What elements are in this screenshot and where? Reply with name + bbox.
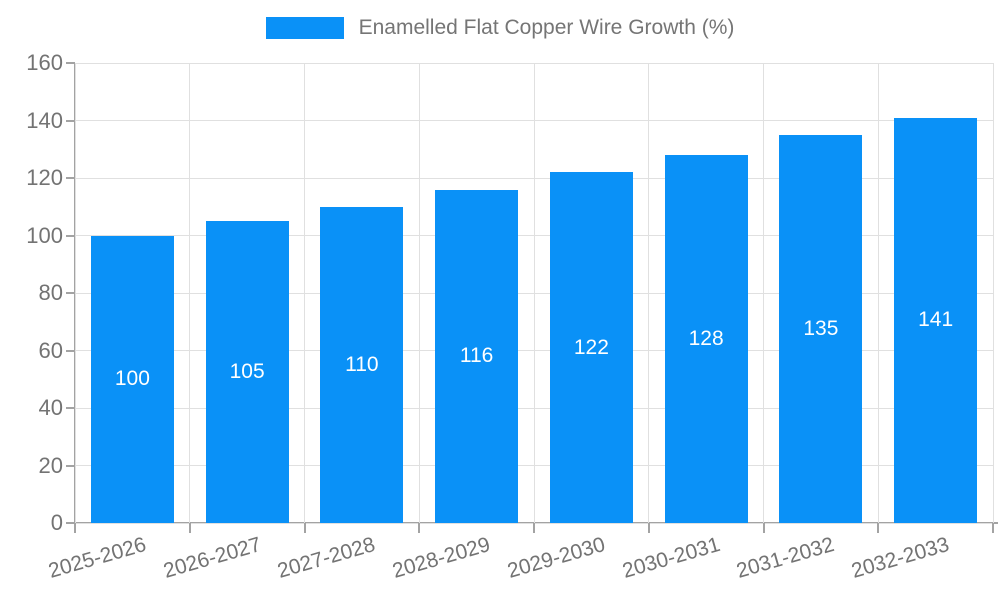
bar-value-label: 141 — [918, 308, 954, 332]
bar-2028-2029: 116 — [435, 189, 519, 523]
x-gridline — [74, 63, 76, 523]
y-tick-mark — [66, 522, 75, 524]
legend[interactable]: Enamelled Flat Copper Wire Growth (%) — [0, 16, 1000, 40]
y-tick-label: 120 — [26, 165, 63, 190]
x-tick-mark — [188, 523, 191, 533]
y-tick-label: 0 — [50, 510, 63, 535]
x-tick-label: 2031-2032 — [734, 533, 838, 583]
y-tick-label: 60 — [38, 337, 63, 363]
x-tick-mark — [647, 523, 650, 533]
bar-2025-2026: 100 — [90, 235, 174, 523]
x-gridline — [304, 63, 305, 523]
y-tick-mark — [66, 349, 75, 352]
y-tick-mark — [66, 407, 75, 409]
x-tick-mark — [992, 523, 994, 533]
x-tick-label: 2028-2029 — [390, 533, 493, 583]
x-tick-mark — [762, 523, 765, 533]
legend-label: Enamelled Flat Copper Wire Growth (%) — [358, 16, 735, 39]
legend-swatch — [265, 17, 344, 39]
bar-2027-2028: 110 — [320, 206, 404, 523]
x-gridline — [763, 63, 764, 523]
bar-value-label: 110 — [345, 352, 379, 376]
bar-value-label: 100 — [114, 367, 150, 391]
x-gridline — [189, 63, 191, 523]
plot-area: 0 20 40 60 80 100 120 140 160 100 105 110 116 122 128 1… — [26, 50, 998, 583]
x-gridline — [992, 63, 994, 523]
y-tick-mark — [66, 464, 75, 467]
x-tick-label: 2029-2030 — [504, 533, 608, 583]
x-tick-label: 2032-2033 — [849, 533, 952, 583]
x-tick-mark — [533, 523, 535, 533]
y-tick-label: 20 — [38, 452, 63, 478]
bar-2031-2032: 135 — [779, 134, 863, 523]
x-tick-label: 2027-2028 — [275, 533, 379, 583]
bar-2029-2030: 122 — [549, 172, 633, 523]
x-tick-mark — [418, 523, 421, 533]
x-tick-label: 2026-2027 — [160, 533, 264, 583]
x-tick-mark — [877, 523, 880, 533]
y-tick-mark — [66, 292, 75, 294]
bar-value-label: 116 — [459, 344, 494, 368]
bar-value-label: 128 — [688, 327, 724, 350]
y-tick-label: 160 — [26, 50, 63, 75]
x-gridline — [533, 63, 535, 523]
bar-value-label: 135 — [803, 316, 839, 340]
x-tick-mark — [74, 523, 76, 533]
y-tick-label: 40 — [38, 395, 63, 420]
y-tick-mark — [66, 177, 75, 179]
x-gridline — [418, 63, 420, 523]
y-tick-label: 100 — [26, 222, 63, 248]
bar-2030-2031: 128 — [664, 155, 748, 523]
y-tick-mark — [66, 62, 75, 64]
bar-value-label: 122 — [573, 335, 609, 359]
x-tick-label: 2025-2026 — [45, 533, 149, 583]
y-tick-label: 80 — [38, 280, 63, 305]
y-tick-mark — [66, 234, 75, 237]
x-tick-mark — [303, 523, 306, 533]
y-tick-mark — [66, 119, 75, 122]
bar-2032-2033: 141 — [894, 117, 978, 523]
bar-value-label: 105 — [229, 360, 265, 384]
x-gridline — [877, 63, 879, 523]
y-tick-label: 140 — [26, 107, 63, 133]
x-tick-label: 2030-2031 — [619, 533, 723, 583]
x-gridline — [648, 63, 650, 523]
bar-2026-2027: 105 — [205, 221, 289, 523]
